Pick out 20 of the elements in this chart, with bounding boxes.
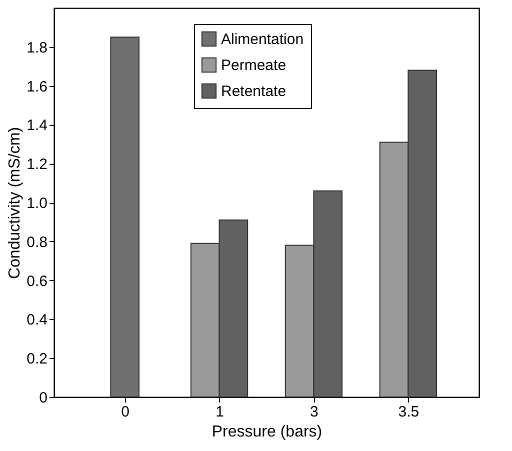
x-axis-title: Pressure (bars)	[212, 424, 322, 440]
y-tick-label: 0.8	[26, 234, 48, 251]
y-axis-title: Conductivity (mS/cm)	[6, 126, 24, 280]
bar	[110, 36, 140, 398]
y-tick-label: 1.8	[26, 39, 48, 56]
y-tick-label: 0	[39, 390, 48, 406]
y-tick-label: 1.2	[26, 156, 48, 174]
x-tick-label: 3	[310, 404, 318, 420]
y-tick-label: 1.0	[26, 195, 48, 212]
y-tick-label: 1.4	[26, 117, 48, 134]
legend-label: Permeate	[221, 57, 286, 74]
legend-label: Retentate	[221, 83, 286, 100]
y-tick-label: 0.4	[26, 312, 48, 329]
y-tick-label: 0.6	[26, 272, 48, 290]
y-tick-label: 0.2	[26, 350, 48, 368]
x-tick-label: 1	[216, 404, 224, 420]
legend-label: Alimentation	[221, 31, 304, 48]
x-tick-label: 3.5	[398, 404, 420, 420]
x-tick-label: 0	[121, 404, 130, 420]
y-tick-label: 1.6	[26, 78, 48, 96]
